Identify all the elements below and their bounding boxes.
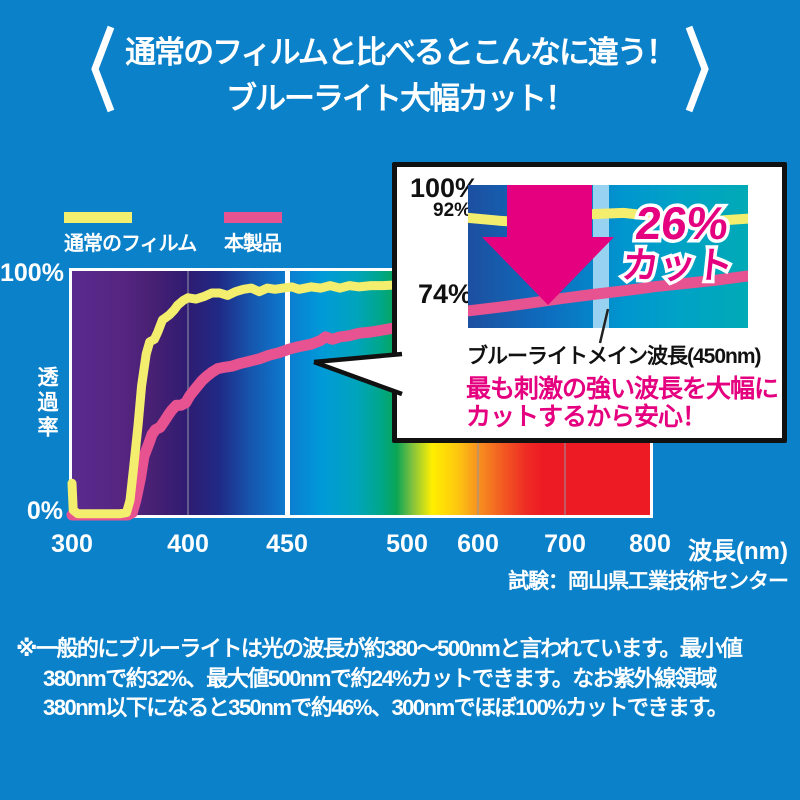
inset-label-100pct: 100% <box>410 173 480 203</box>
x-tick-label: 500 <box>386 530 428 558</box>
left-angle-bracket-icon <box>91 25 115 113</box>
cut-word-text: カット <box>619 244 736 286</box>
inset-mini-chart <box>468 185 748 328</box>
inset-label-74pct: 74% <box>418 279 473 309</box>
cut-percentage-badge: 26% カット 26% カット <box>612 194 749 290</box>
right-angle-bracket-icon <box>685 25 709 113</box>
inset-product-curve <box>468 270 748 317</box>
x-axis-title: 波長(nm) <box>688 538 788 565</box>
x-axis-ticks: 300 400 450 500 600 700 800 <box>51 530 672 560</box>
x-tick-label: 450 <box>266 530 308 558</box>
transmittance-curves <box>66 276 656 521</box>
inset-note-line1: 最も刺激の強い波長を大幅に <box>466 375 779 403</box>
test-credit: 試験：岡山県工業技術センター <box>508 570 789 593</box>
inset-label-92pct: 92% <box>433 200 472 221</box>
legend-item-product: 本製品 <box>224 212 282 256</box>
normal-film-curve <box>67 276 655 519</box>
product-curve <box>66 302 656 521</box>
legend-item-normal-film: 通常のフィルム <box>64 212 197 256</box>
footnote-block: ※一般的にブルーライトは光の波長が約380～500nmと言われています。最小値 … <box>16 634 792 723</box>
cut-text: 26% カット <box>612 197 749 286</box>
inset-curves <box>468 185 748 317</box>
y-axis-label-0: 0% <box>26 497 63 525</box>
header-title-line1: 通常のフィルムと比べるとこんなに違う！ <box>125 35 677 70</box>
inset-caption: ブルーライトメイン波長(450nm) <box>467 345 762 368</box>
legend-swatch-yellow <box>64 212 132 223</box>
legend-label-normal-film: 通常のフィルム <box>64 233 197 255</box>
x-tick-label: 700 <box>544 530 586 558</box>
cut-value-text: 26% <box>633 197 731 249</box>
down-arrow-icon <box>482 185 614 305</box>
footnote-line1: ※一般的にブルーライトは光の波長が約380～500nmと言われています。最小値 <box>16 636 743 661</box>
footnote-line2: 380nmで約32%、最大値500nmで約24%カットできます。なお紫外線領域 <box>43 665 717 691</box>
marker-line-450nm <box>285 271 290 515</box>
y-axis-title: 透過率 <box>35 366 58 441</box>
x-tick-label: 600 <box>457 530 499 558</box>
inset-note-line2: カットするから安心！ <box>466 403 707 431</box>
legend-swatch-pink <box>224 212 282 223</box>
x-tick-label: 400 <box>167 530 209 558</box>
zoom-callout-box: 100% 92% 74% 26% カット 26% カット <box>313 162 787 443</box>
band-caption-connector <box>598 308 610 344</box>
callout-tail <box>313 351 403 397</box>
header-title-line2: ブルーライト大幅カット！ <box>226 81 576 116</box>
x-tick-label: 800 <box>629 530 671 558</box>
x-tick-label: 300 <box>51 530 93 558</box>
legend-label-product: 本製品 <box>224 233 282 255</box>
footnote-line3: 380nm以下になると350nmで約46%、300nmでほぼ100%カットできま… <box>43 695 729 720</box>
y-axis-label-100: 100% <box>0 259 64 287</box>
